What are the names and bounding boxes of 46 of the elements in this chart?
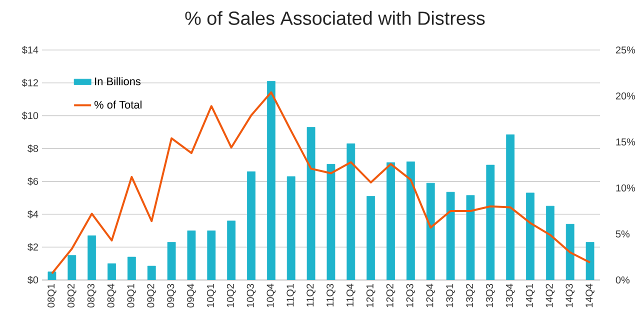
y2-tick-label: 15% [616, 138, 636, 146]
legend-label: % of Total [94, 100, 142, 109]
x-tick-label: 12Q4 [426, 284, 436, 308]
x-tick-label: 12Q2 [386, 284, 396, 308]
x-tick-label: 14Q3 [566, 284, 575, 308]
x-tick-label: 13Q2 [466, 284, 475, 308]
y2-tick-label: 0% [616, 276, 630, 284]
x-tick-label: 13Q4 [506, 284, 515, 308]
x-tick-label: 13Q3 [486, 284, 495, 308]
chart-title: % of Sales Associated with Distress [185, 11, 485, 25]
x-tick-label: 08Q1 [48, 284, 56, 308]
y-tick-label: $4 [28, 210, 38, 218]
x-tick-label: 10Q1 [206, 284, 216, 308]
x-tick-label: 09Q4 [187, 284, 196, 308]
y-tick-label: $14 [22, 46, 38, 54]
x-tick-label: 10Q2 [226, 284, 236, 308]
x-tick-label: 09Q3 [167, 284, 176, 308]
y-tick-label: $0 [28, 276, 38, 284]
y2-tick-label: 10% [616, 184, 636, 192]
y-tick-label: $6 [28, 177, 38, 186]
y2-tick-label: 5% [616, 230, 630, 238]
line-series [50, 91, 592, 275]
x-tick-label: 11Q2 [306, 284, 316, 306]
x-tick-label: 11Q4 [346, 284, 356, 306]
y2-tick-label: 25% [616, 46, 636, 54]
x-tick-label: 14Q1 [526, 284, 535, 308]
x-tick-label: 08Q3 [87, 284, 96, 308]
x-tick-label: 10Q4 [266, 284, 276, 308]
x-tick-label: 14Q2 [546, 284, 555, 308]
y-tick-label: $8 [28, 144, 38, 153]
y-tick-label: $10 [22, 112, 38, 120]
x-tick-label: 14Q4 [586, 284, 594, 308]
x-tick-label: 09Q2 [147, 284, 156, 308]
x-tick-label: 10Q3 [246, 284, 256, 308]
y2-tick-label: 20% [616, 92, 636, 100]
x-tick-label: 08Q2 [67, 284, 76, 308]
y-tick-label: $2 [28, 243, 38, 252]
x-tick-label: 11Q3 [326, 284, 336, 306]
x-tick-label: 09Q1 [127, 284, 136, 308]
x-tick-label: 13Q1 [446, 284, 455, 308]
x-tick-label: 11Q1 [286, 284, 296, 306]
y-tick-label: $12 [22, 78, 38, 87]
x-tick-label: 12Q3 [406, 284, 416, 308]
x-tick-label: 12Q1 [366, 284, 376, 308]
x-tick-label: 08Q4 [107, 284, 116, 308]
legend-label: In Billions [95, 77, 141, 86]
